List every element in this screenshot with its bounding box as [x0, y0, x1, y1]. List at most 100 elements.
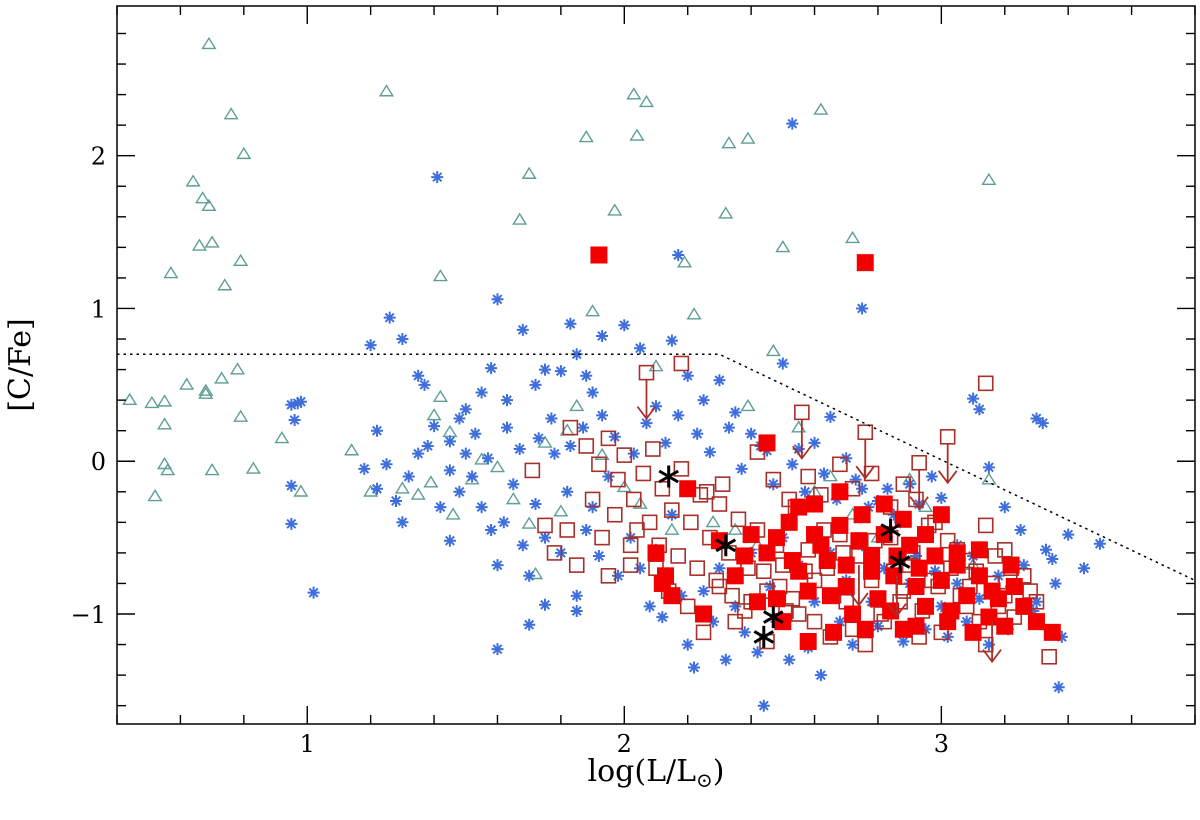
data-point-star: [889, 551, 911, 574]
data-point-asterisk: [485, 524, 498, 536]
data-point-asterisk: [364, 339, 377, 352]
data-point-square: [673, 461, 690, 477]
y-tick-label: 1: [91, 295, 106, 323]
data-point-triangle: [144, 395, 160, 409]
data-point-asterisk: [501, 421, 513, 434]
data-point-square: [765, 471, 782, 488]
data-point-square: [698, 483, 715, 500]
data-point-triangle: [676, 255, 693, 268]
data-point-triangle: [553, 504, 569, 517]
data-point-filled-square: [783, 552, 801, 570]
data-point-triangle: [160, 463, 176, 476]
data-point-filled-square: [806, 526, 824, 544]
data-point-asterisk: [856, 302, 869, 315]
data-point-square: [711, 496, 728, 512]
data-point-asterisk: [453, 412, 466, 425]
labels-layer: 1 2 3 −1 0 1 2: [71, 143, 949, 758]
data-point-filled-square: [799, 633, 817, 651]
data-point-filled-square: [844, 605, 862, 623]
data-point-asterisk: [935, 600, 948, 613]
data-point-square: [568, 557, 585, 573]
ticks-layer: [116, 6, 1196, 724]
data-point-asterisk: [596, 330, 609, 342]
data-point-asterisk: [719, 653, 732, 666]
data-point-asterisk: [729, 406, 742, 419]
data-point-filled-square: [767, 529, 785, 547]
data-point-triangle: [718, 206, 734, 219]
data-point-triangle: [813, 102, 829, 115]
data-point-asterisk: [371, 424, 383, 437]
data-point-asterisk: [764, 580, 777, 593]
data-point-triangle: [629, 128, 645, 141]
data-point-filled-square: [837, 578, 855, 596]
data-point-triangle: [749, 537, 766, 551]
data-point-asterisk: [580, 524, 593, 536]
data-point-filled-square: [980, 608, 998, 626]
data-point-asterisk: [491, 559, 504, 572]
data-point-asterisk: [697, 394, 710, 407]
data-point-filled-square: [910, 559, 928, 577]
x-axis-label-close: ): [713, 754, 725, 789]
data-point-asterisk: [532, 432, 545, 445]
data-point-filled-square: [863, 547, 881, 565]
data-point-asterisk: [1036, 417, 1049, 430]
data-point-triangle: [505, 492, 521, 505]
data-point-filled-square: [882, 602, 900, 620]
data-point-asterisk: [792, 443, 805, 455]
data-point-asterisk: [285, 517, 298, 530]
data-point-filled-square: [948, 544, 966, 562]
data-point-filled-square: [996, 617, 1014, 635]
data-point-square: [584, 491, 601, 508]
data-point-triangle: [512, 212, 528, 225]
data-point-asterisk: [285, 398, 298, 411]
y-tick-label: 0: [91, 448, 106, 476]
data-point-filled-square: [736, 547, 754, 565]
data-point-asterisk: [548, 447, 561, 460]
data-point-star: [658, 465, 679, 488]
data-point-asterisk: [951, 577, 964, 590]
data-point-square: [610, 471, 626, 488]
data-point-triangle: [245, 461, 261, 474]
data-point-asterisk: [799, 485, 811, 498]
data-point-square: [749, 444, 766, 460]
data-point-square: [708, 572, 725, 589]
data-point-asterisk: [469, 427, 482, 440]
data-point-triangle: [775, 240, 791, 253]
data-point-filled-square: [837, 556, 855, 574]
data-point-square: [578, 438, 595, 454]
data-point-asterisk: [475, 501, 488, 514]
data-point-asterisk: [681, 369, 694, 382]
data-point-filled-square: [1002, 556, 1020, 574]
data-point-square: [939, 532, 956, 549]
data-point-asterisk: [672, 249, 685, 261]
y-axis-label: [C/Fe]: [3, 318, 38, 411]
y-tick-label: 2: [91, 143, 106, 171]
data-point-asterisk: [713, 374, 726, 387]
data-point-asterisk: [650, 400, 662, 413]
data-point-filled-square: [799, 582, 817, 600]
data-point-asterisk: [539, 598, 551, 611]
data-point-square-with-down-arrow: [937, 428, 958, 485]
data-point-filled-square: [856, 620, 874, 638]
data-point-asterisk: [570, 605, 583, 617]
data-point-square: [736, 603, 753, 619]
data-point-square: [664, 502, 680, 518]
data-point-triangle: [201, 36, 217, 50]
data-point-asterisk: [602, 470, 615, 483]
data-point-asterisk: [776, 357, 789, 370]
data-point-asterisk: [491, 643, 504, 656]
data-point-triangle: [185, 174, 201, 187]
data-point-asterisk: [288, 414, 301, 426]
data-point-asterisk: [545, 412, 558, 425]
data-point-square: [857, 636, 874, 653]
data-point-filled-square: [748, 593, 766, 611]
data-point-filled-square: [695, 605, 713, 623]
data-point-triangle: [426, 408, 442, 421]
data-point-asterisk: [482, 452, 494, 465]
data-point-asterisk: [618, 319, 631, 332]
data-point-asterisk: [561, 485, 574, 498]
data-point-asterisk: [849, 473, 862, 486]
data-point-triangle: [578, 130, 594, 143]
data-point-triangle: [217, 278, 233, 291]
data-point-filled-square: [818, 552, 836, 570]
